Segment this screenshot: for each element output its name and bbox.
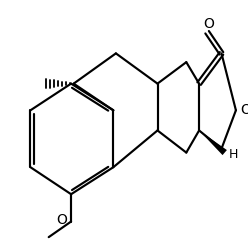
Text: O: O [203, 17, 214, 31]
Polygon shape [199, 131, 227, 155]
Text: H: H [228, 148, 238, 162]
Text: O: O [56, 213, 67, 227]
Text: O: O [240, 103, 248, 117]
